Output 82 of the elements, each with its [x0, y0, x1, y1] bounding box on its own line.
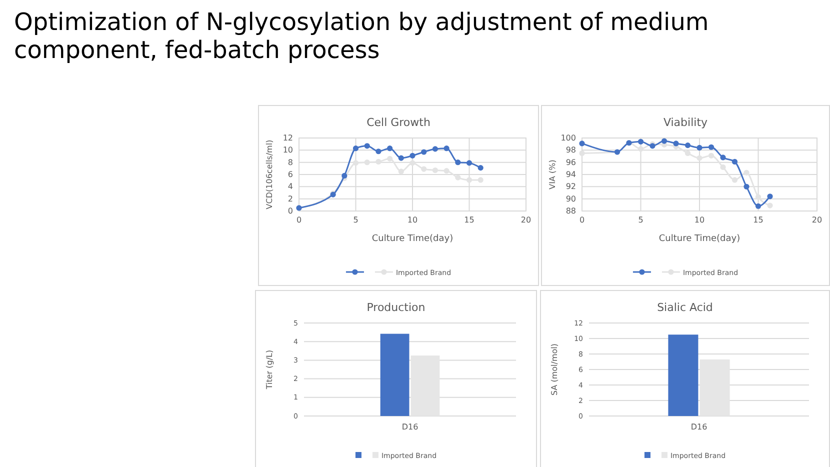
point: [387, 146, 393, 152]
chart-title: Sialic Acid: [657, 301, 713, 314]
x-tick-label: 20: [520, 216, 532, 225]
point: [398, 168, 404, 174]
y-tick-label: 90: [566, 194, 576, 204]
y-axis-title: VIA (%): [548, 160, 557, 190]
y-tick-label: 4: [288, 182, 293, 192]
y-tick-label: 8: [288, 158, 293, 167]
y-tick-label: 98: [566, 146, 576, 155]
point: [744, 170, 750, 176]
x-tick-label: D16: [402, 422, 418, 432]
point: [579, 140, 585, 146]
point: [638, 138, 644, 144]
point: [455, 174, 461, 180]
point: [478, 165, 484, 171]
y-tick-label: 2: [288, 194, 293, 204]
point: [444, 168, 450, 174]
y-tick-label: 12: [282, 134, 293, 143]
y-tick-label: 0: [288, 206, 293, 216]
x-tick-label: 5: [353, 216, 358, 225]
y-axis-title: VCD(106cells/ml): [265, 140, 274, 210]
point: [720, 154, 726, 160]
chart-title: Viability: [663, 116, 708, 129]
point: [579, 150, 585, 156]
point: [398, 155, 404, 161]
point: [720, 164, 726, 170]
y-axis-title: SA (mol/mol): [550, 344, 559, 396]
point: [410, 160, 416, 166]
point: [696, 155, 702, 161]
text: Optimization of N-glycosylation by adjustment of medium component, fed-batch process: [14, 8, 709, 64]
y-tick-label: 10: [282, 146, 293, 155]
point: [696, 144, 702, 151]
x-tick-label: 10: [694, 216, 705, 225]
point: [755, 194, 762, 200]
y-tick-label: 96: [566, 158, 576, 167]
y-tick-label: 94: [566, 170, 576, 180]
y-tick-label: 6: [288, 170, 293, 180]
point: [432, 146, 438, 152]
x-tick-label: 15: [753, 216, 764, 225]
y-axis-title: Titer (g/L): [265, 350, 274, 390]
point: [466, 177, 472, 183]
point: [432, 167, 438, 174]
point: [364, 160, 370, 166]
point: [684, 142, 691, 148]
point: [342, 172, 348, 179]
x-axis-title: Culture Time(day): [658, 234, 740, 244]
point: [708, 144, 714, 150]
point: [732, 177, 738, 183]
point: [744, 184, 750, 190]
x-axis-title: Culture Time(day): [372, 234, 454, 244]
point: [364, 143, 370, 149]
point: [410, 152, 416, 158]
point: [421, 166, 427, 172]
point: [638, 146, 644, 152]
y-tick-label: 100: [560, 134, 576, 143]
x-tick-label: 5: [638, 216, 644, 225]
chart-title: Cell Growth: [366, 116, 430, 129]
point: [352, 146, 359, 152]
point: [767, 202, 773, 208]
point: [376, 158, 382, 165]
point: [466, 160, 472, 166]
point: [421, 149, 427, 155]
point: [376, 148, 382, 154]
point: [661, 138, 668, 144]
x-tick-label: 15: [464, 216, 474, 225]
y-tick-label: 92: [566, 182, 576, 192]
y-tick-label: 88: [566, 206, 576, 216]
point: [444, 146, 450, 152]
point: [352, 160, 359, 166]
point: [673, 140, 679, 146]
point: [684, 150, 691, 156]
point: [455, 160, 461, 166]
x-tick-label: D16: [690, 422, 708, 432]
point: [708, 152, 714, 158]
point: [767, 194, 773, 200]
chart-title: Production: [366, 301, 426, 314]
x-tick-label: 10: [407, 216, 418, 225]
point: [478, 177, 484, 183]
point: [732, 158, 738, 165]
x-tick-label: 20: [812, 216, 822, 225]
point: [755, 203, 762, 209]
point: [387, 156, 393, 162]
